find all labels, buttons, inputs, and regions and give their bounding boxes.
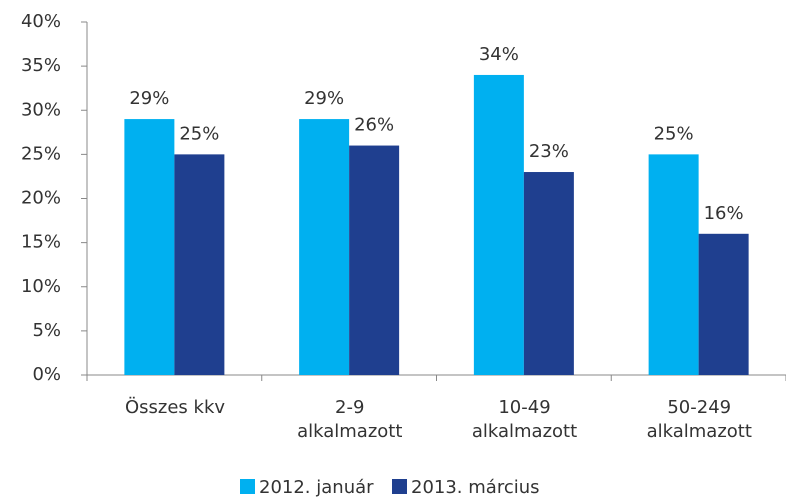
x-tick-label: 50-249 alkalmazott bbox=[646, 397, 752, 442]
y-tick-label: 40% bbox=[21, 11, 61, 32]
bar bbox=[124, 119, 175, 375]
x-tick-label: 10-49 alkalmazott bbox=[471, 397, 578, 442]
legend-swatch bbox=[392, 479, 407, 494]
bar bbox=[473, 74, 524, 375]
y-tick-label: 35% bbox=[21, 55, 61, 76]
value-label: 34% bbox=[479, 44, 519, 65]
bar bbox=[648, 154, 699, 375]
x-tick-label: Összes kkv bbox=[124, 397, 226, 418]
legend-swatch bbox=[240, 479, 255, 494]
y-tick-label: 15% bbox=[21, 232, 61, 253]
value-label: 29% bbox=[129, 88, 169, 109]
bar bbox=[698, 233, 749, 375]
y-tick-label: 30% bbox=[21, 99, 61, 120]
value-label: 16% bbox=[704, 203, 744, 224]
value-label: 25% bbox=[654, 123, 694, 144]
y-tick-label: 5% bbox=[32, 320, 61, 341]
y-tick-label: 20% bbox=[21, 188, 61, 209]
y-tick-label: 0% bbox=[32, 364, 61, 385]
value-label: 26% bbox=[354, 115, 394, 136]
bar bbox=[349, 145, 400, 375]
y-tick-label: 25% bbox=[21, 143, 61, 164]
bar bbox=[523, 172, 574, 375]
value-label: 23% bbox=[529, 141, 569, 162]
bar bbox=[174, 154, 225, 375]
legend-label: 2013. március bbox=[411, 477, 540, 498]
bar bbox=[299, 119, 350, 375]
value-label: 29% bbox=[304, 88, 344, 109]
y-tick-label: 10% bbox=[21, 276, 61, 297]
legend-label: 2012. január bbox=[259, 477, 374, 498]
value-label: 25% bbox=[179, 123, 219, 144]
x-tick-label: 2-9 alkalmazott bbox=[297, 397, 403, 442]
